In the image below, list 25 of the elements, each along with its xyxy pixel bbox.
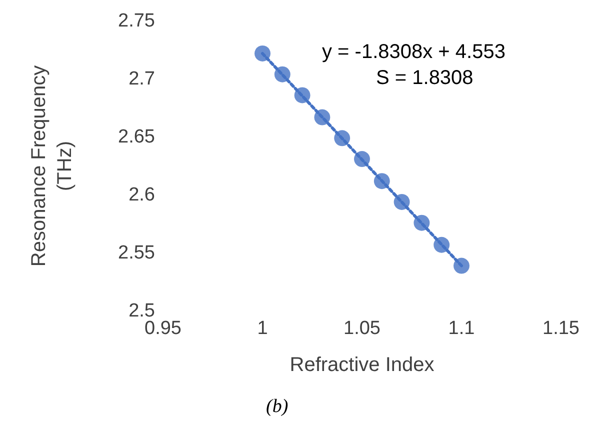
x-tick-label: 1 bbox=[257, 318, 268, 339]
y-tick-label: 2.6 bbox=[128, 184, 155, 206]
point bbox=[394, 194, 410, 210]
y-tick-label: 2.7 bbox=[128, 68, 155, 90]
point bbox=[454, 258, 470, 274]
x-tick-label: 1.1 bbox=[448, 318, 475, 339]
y-tick-label: 2.65 bbox=[118, 126, 155, 148]
annotation: S = 1.8308 bbox=[376, 67, 474, 89]
point bbox=[374, 173, 390, 190]
x-axis-title: Refractive Index bbox=[290, 354, 434, 376]
annotation: y = -1.8308x + 4.553 bbox=[322, 41, 506, 63]
point bbox=[274, 66, 290, 82]
text: (b) bbox=[266, 396, 288, 417]
y-tick-label: 2.55 bbox=[118, 242, 155, 264]
point bbox=[254, 45, 270, 62]
point bbox=[334, 130, 350, 146]
x-tick-label: 1.15 bbox=[542, 318, 580, 339]
point bbox=[354, 151, 370, 168]
y-tick-label: 2.75 bbox=[118, 10, 155, 32]
point bbox=[314, 109, 330, 126]
point bbox=[294, 87, 310, 104]
point bbox=[414, 214, 430, 231]
point bbox=[434, 236, 450, 253]
x-tick-label: 1.05 bbox=[344, 318, 380, 339]
y-axis-title: Resonance Frequency (THz) bbox=[28, 65, 76, 267]
